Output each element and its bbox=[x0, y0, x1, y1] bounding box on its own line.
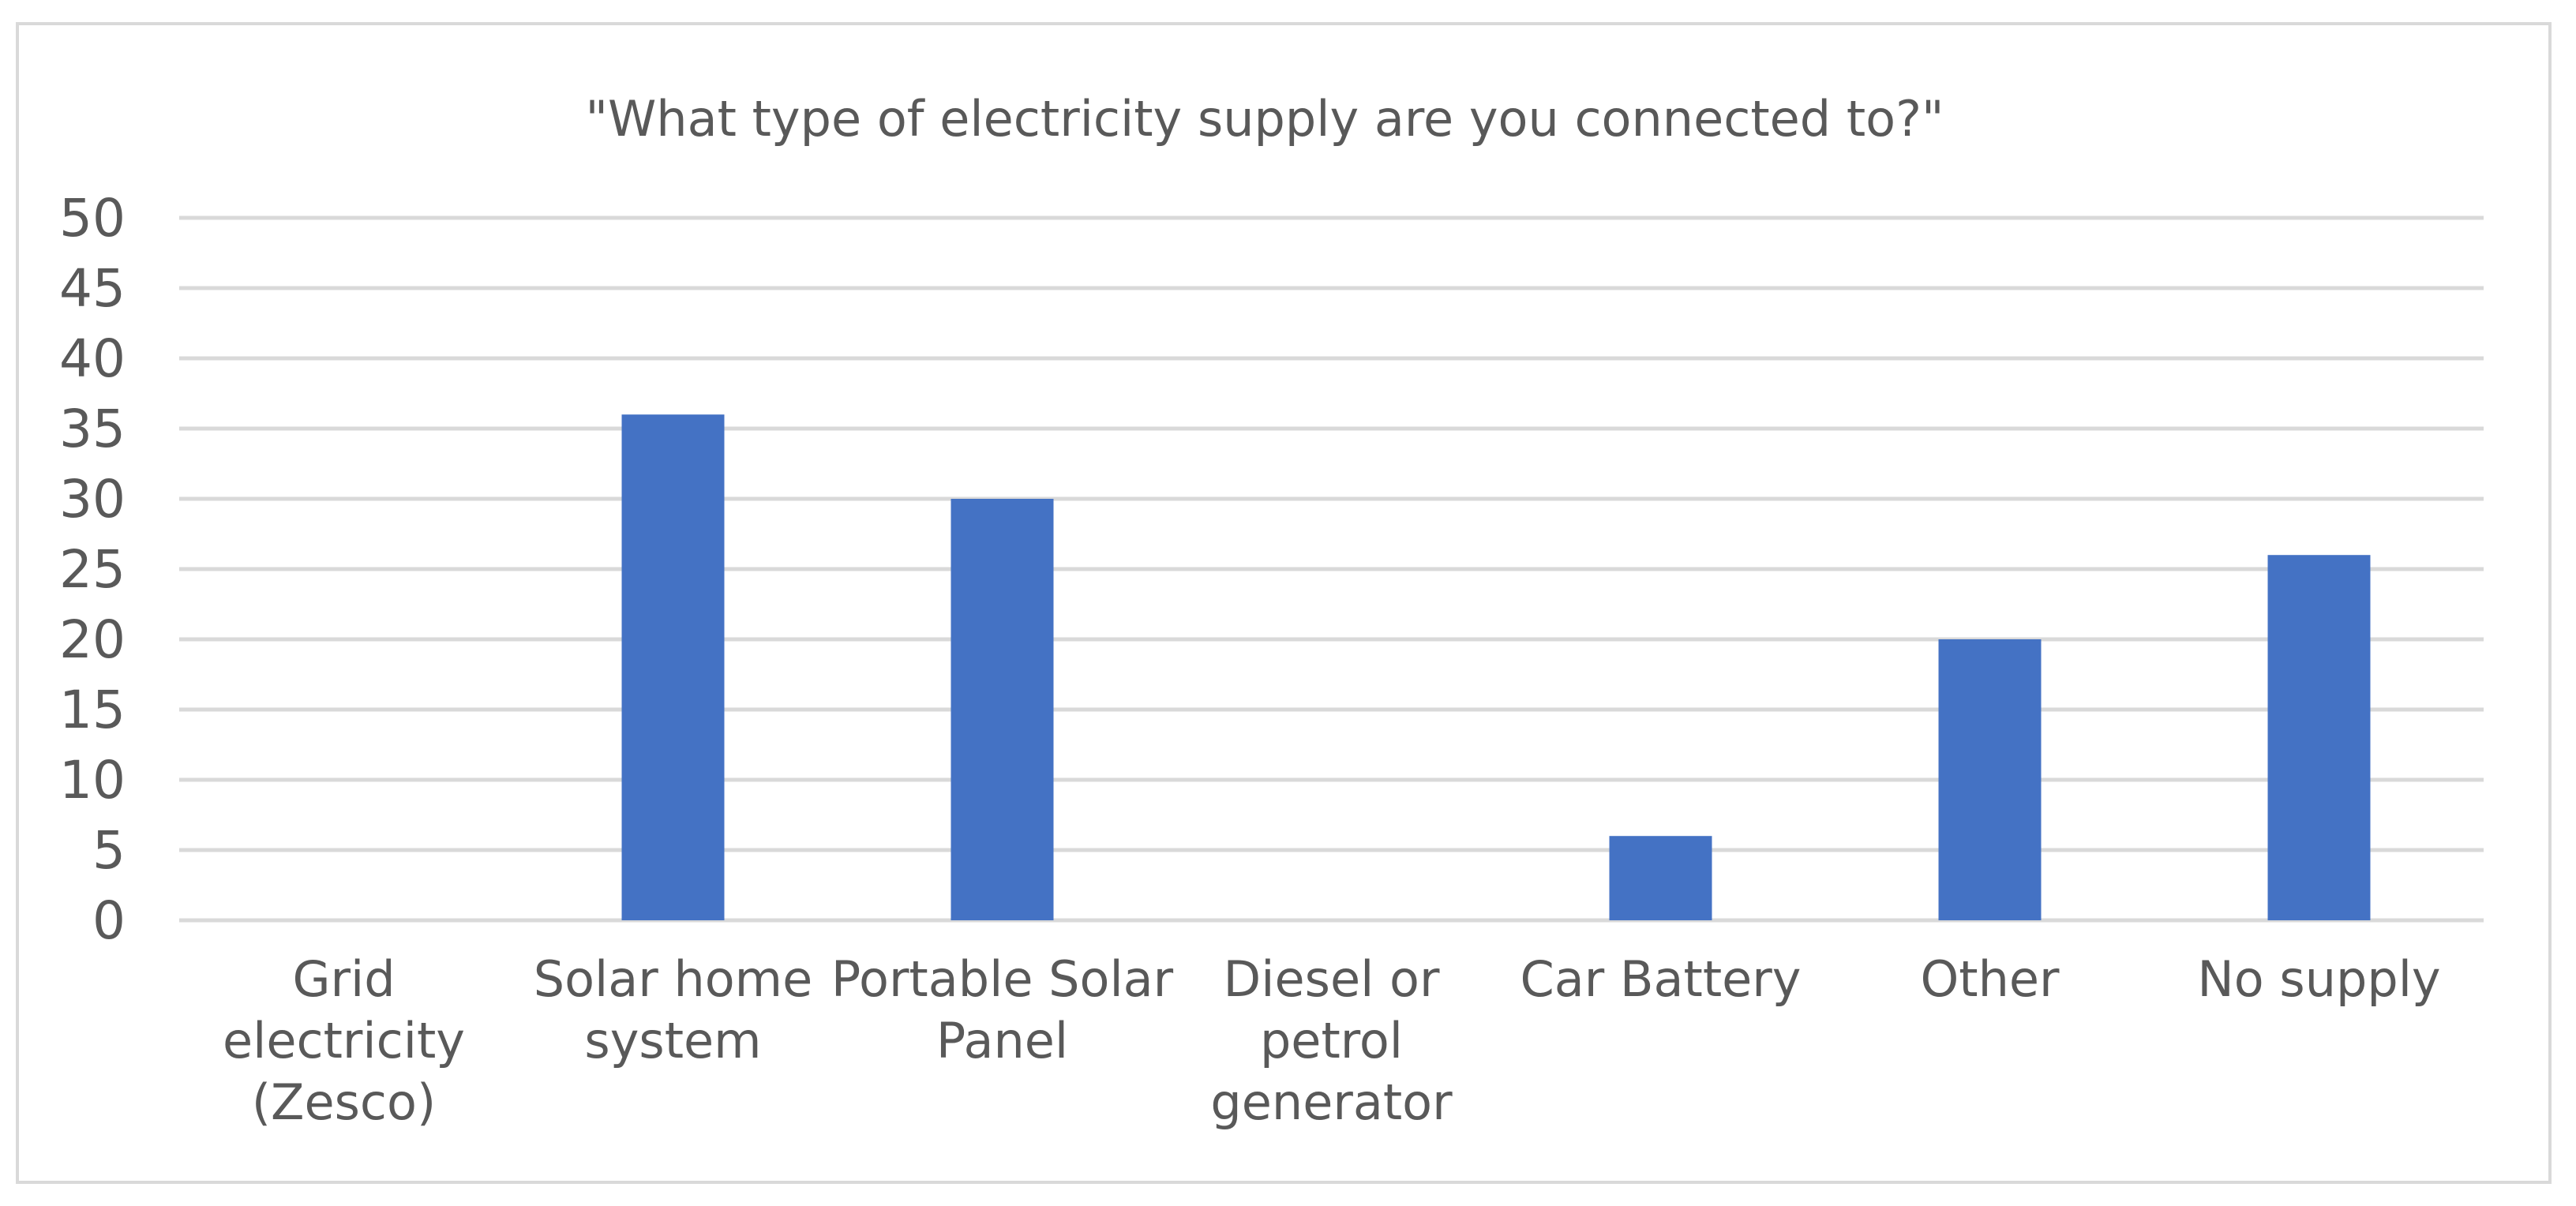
y-tick-label: 15 bbox=[59, 680, 126, 740]
category-label: Grid bbox=[292, 950, 395, 1008]
y-tick-label: 30 bbox=[59, 469, 126, 530]
gridlines bbox=[179, 215, 2484, 923]
y-tick-label: 5 bbox=[92, 820, 126, 881]
y-tick-label: 10 bbox=[59, 750, 126, 811]
y-tick-label: 20 bbox=[59, 609, 126, 670]
bar-6 bbox=[2267, 555, 2371, 920]
y-axis-ticks: 0 5 10 15 20 25 30 35 40 45 50 bbox=[59, 188, 126, 951]
bars bbox=[621, 414, 2371, 920]
category-label: Panel bbox=[936, 1012, 1068, 1069]
category-label: petrol bbox=[1260, 1012, 1403, 1069]
y-tick-label: 35 bbox=[59, 399, 126, 459]
category-label: Solar home bbox=[534, 950, 812, 1008]
category-label: Other bbox=[1920, 950, 2060, 1008]
bar-4 bbox=[1609, 836, 1712, 920]
category-label: system bbox=[584, 1012, 761, 1069]
bar-5 bbox=[1938, 639, 2042, 920]
bar-1 bbox=[621, 414, 725, 920]
category-label: Diesel or bbox=[1224, 950, 1440, 1008]
chart-title: "What type of electricity supply are you… bbox=[585, 90, 1944, 148]
y-tick-label: 40 bbox=[59, 328, 126, 389]
y-tick-label: 50 bbox=[59, 188, 126, 249]
y-tick-label: 45 bbox=[59, 258, 126, 319]
chart-frame: "What type of electricity supply are you… bbox=[16, 22, 2552, 1184]
category-label: electricity bbox=[223, 1012, 465, 1069]
category-label: generator bbox=[1210, 1073, 1453, 1131]
bar-chart: "What type of electricity supply are you… bbox=[59, 90, 2484, 1131]
category-label: No supply bbox=[2197, 950, 2440, 1008]
category-label: Portable Solar bbox=[831, 950, 1174, 1008]
bar-2 bbox=[951, 499, 1054, 920]
category-label: (Zesco) bbox=[252, 1073, 436, 1131]
y-tick-label: 0 bbox=[92, 890, 126, 951]
category-label: Car Battery bbox=[1520, 950, 1802, 1008]
y-tick-label: 25 bbox=[59, 539, 126, 600]
